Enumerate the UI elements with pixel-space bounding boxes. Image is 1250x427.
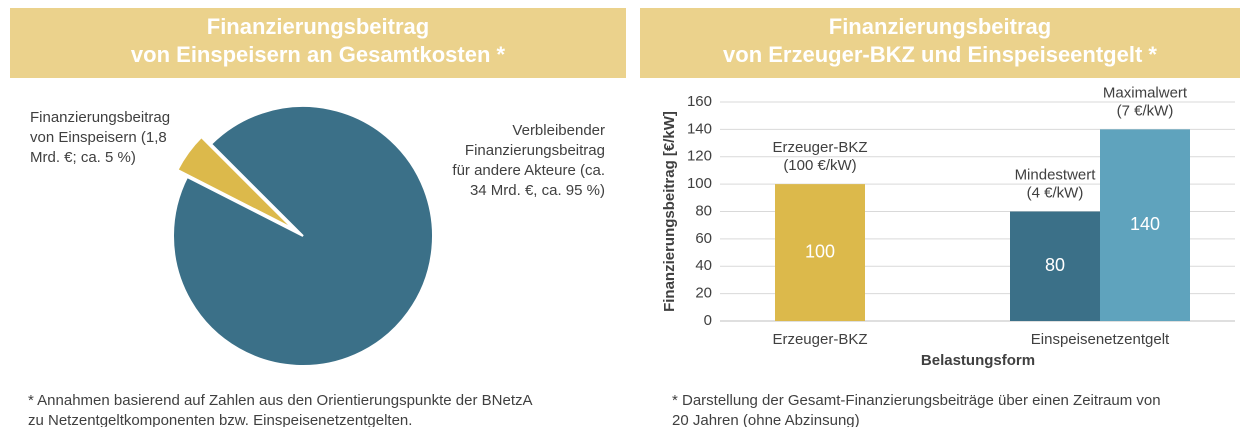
slice-label: von Einspeisern (1,8	[30, 129, 167, 146]
footnote: * Annahmen basierend auf Zahlen aus den …	[28, 392, 533, 409]
title-band	[10, 8, 626, 78]
y-tick-label: 100	[687, 175, 712, 192]
y-tick-label: 160	[687, 93, 712, 110]
x-axis-title: Belastungsform	[921, 352, 1035, 369]
slice-label: Mrd. €; ca. 5 %)	[30, 149, 136, 166]
bar-annotation: Maximalwert	[1103, 84, 1188, 101]
x-tick-label: Einspeisenetzentgelt	[1031, 331, 1170, 348]
bar	[1100, 129, 1190, 321]
bar-annotation: (100 €/kW)	[783, 157, 856, 174]
chart-title: von Erzeuger-BKZ und Einspeiseentgelt *	[723, 42, 1157, 67]
chart-title: von Einspeisern an Gesamtkosten *	[131, 42, 506, 67]
bar-annotation: Mindestwert	[1015, 166, 1097, 183]
slice-label: Finanzierungsbeitrag	[30, 109, 170, 126]
footnote: zu Netzentgeltkomponenten bzw. Einspeise…	[28, 412, 412, 427]
slice-label: für andere Akteure (ca.	[452, 162, 605, 179]
chart-title: Finanzierungsbeitrag	[829, 14, 1051, 39]
slice-label: 34 Mrd. €, ca. 95 %)	[470, 182, 605, 199]
bar-annotation: (7 €/kW)	[1117, 102, 1174, 119]
y-tick-label: 80	[695, 202, 712, 219]
bar	[1010, 211, 1100, 321]
y-axis-title: Finanzierungsbeitrag [€/kW]	[661, 111, 678, 312]
y-tick-label: 140	[687, 120, 712, 137]
y-tick-label: 60	[695, 230, 712, 247]
pie-slice	[176, 135, 294, 230]
title-band	[640, 8, 1240, 78]
y-tick-label: 120	[687, 148, 712, 165]
y-tick-label: 20	[695, 285, 712, 302]
bar	[775, 184, 865, 321]
bar-annotation: Erzeuger-BKZ	[772, 139, 867, 156]
chart-title: Finanzierungsbeitrag	[207, 14, 429, 39]
pie-slice	[172, 105, 434, 367]
footnote: 20 Jahren (ohne Abzinsung)	[672, 412, 860, 427]
data-label: 80	[1045, 255, 1065, 275]
y-tick-label: 40	[695, 257, 712, 274]
y-tick-label: 0	[704, 312, 712, 329]
bar-annotation: (4 €/kW)	[1027, 184, 1084, 201]
footnote: * Darstellung der Gesamt-Finanzierungsbe…	[672, 392, 1161, 409]
data-label: 100	[805, 241, 835, 261]
slice-label: Verbleibender	[512, 122, 605, 139]
slice-label: Finanzierungsbeitrag	[465, 142, 605, 159]
data-label: 140	[1130, 214, 1160, 234]
x-tick-label: Erzeuger-BKZ	[772, 331, 867, 348]
